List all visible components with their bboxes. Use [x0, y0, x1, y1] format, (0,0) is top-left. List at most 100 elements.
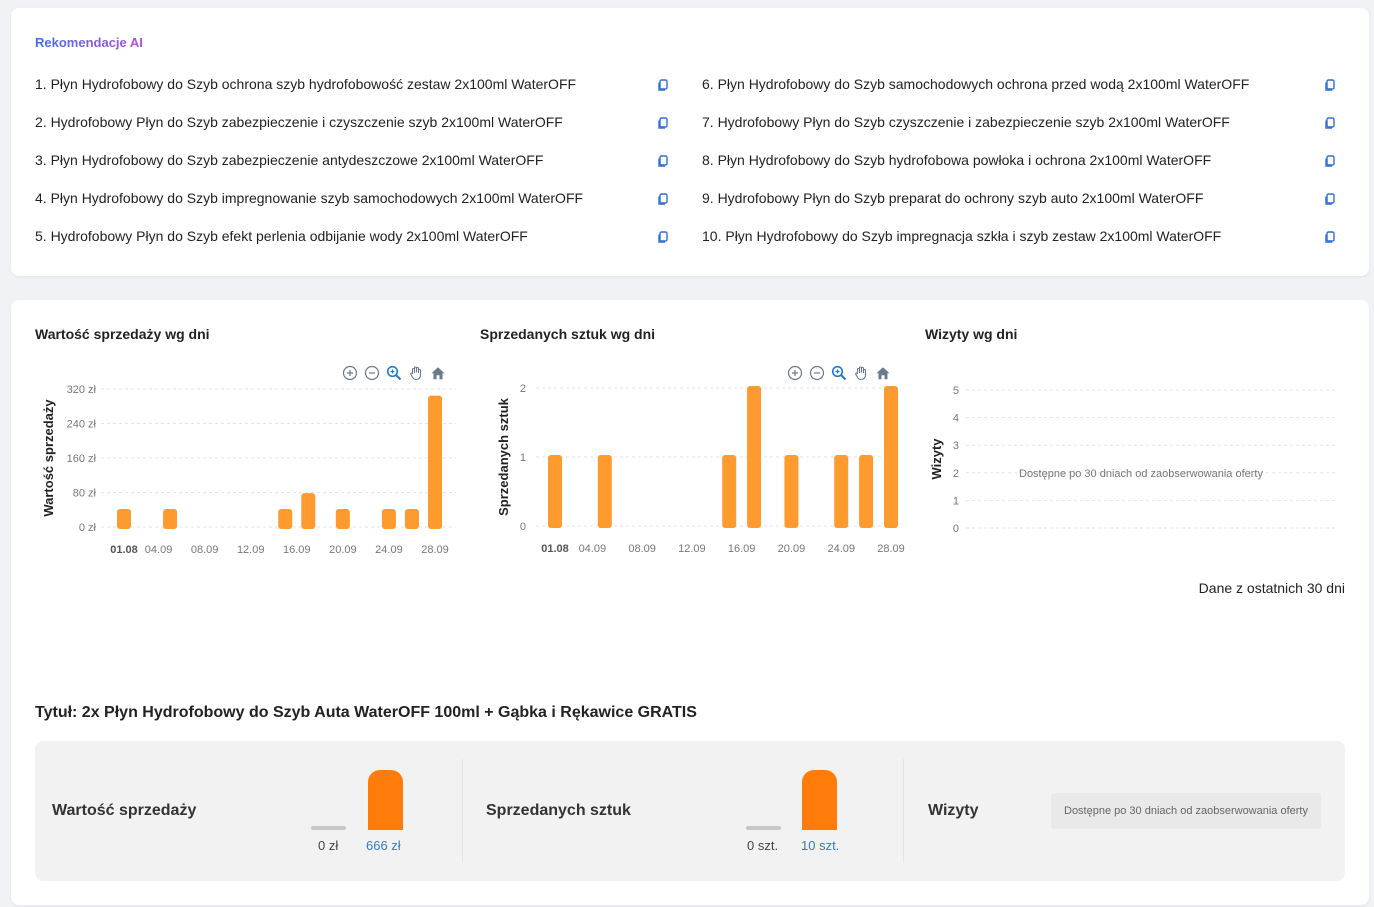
copy-icon[interactable] — [656, 192, 670, 206]
zoom-in-icon[interactable] — [342, 365, 358, 381]
summary-units-label: Sprzedanych sztuk — [486, 802, 631, 819]
x-tick-label: 01.08 — [541, 543, 569, 555]
recommendation-item: 10. Płyn Hydrofobowy do Szyb impregnacja… — [702, 226, 1221, 246]
y-tick-label: 3 — [953, 440, 959, 452]
magnifier-icon[interactable] — [831, 365, 847, 381]
recommendation-text: 3. Płyn Hydrofobowy do Szyb zabezpieczen… — [35, 152, 544, 168]
copy-icon[interactable] — [1323, 192, 1337, 206]
recommendation-text: 1. Płyn Hydrofobowy do Szyb ochrona szyb… — [35, 76, 577, 92]
zoom-out-icon[interactable] — [809, 365, 825, 381]
current-units-value: 10 szt. — [801, 838, 840, 853]
y-tick-label: 1 — [520, 452, 526, 464]
recommendation-text: 2. Hydrofobowy Płyn do Szyb zabezpieczen… — [35, 114, 563, 130]
copy-icon[interactable] — [1323, 154, 1337, 168]
bar — [548, 455, 562, 528]
units-chart-toolbar — [787, 365, 891, 381]
summary-divider — [462, 759, 463, 863]
recommendation-text: 5. Hydrofobowy Płyn do Szyb efekt perlen… — [35, 228, 528, 244]
x-tick-label: 16.09 — [728, 543, 756, 555]
y-tick-label: 240 zł — [67, 419, 97, 431]
y-tick-label: 0 zł — [79, 522, 97, 534]
copy-icon[interactable] — [656, 230, 670, 244]
current-sales-bar — [368, 770, 403, 830]
home-icon[interactable] — [430, 365, 446, 381]
y-tick-label: 2 — [953, 468, 959, 480]
x-tick-label: 24.09 — [375, 544, 403, 556]
statistics-card: Wartość sprzedaży wg dni 0 zł 80 zł 160 zł… — [11, 300, 1369, 905]
current-units-bar — [802, 770, 837, 830]
bar — [381, 509, 396, 529]
visits-chart: 0 1 2 3 4 5 Wizyty Dostępne po 30 dniach od zao… — [929, 385, 1336, 535]
x-tick-label: 12.09 — [237, 544, 265, 556]
summary-sales-label: Wartość sprzedaży — [52, 802, 197, 819]
current-sales-value: 666 zł — [366, 838, 401, 853]
offer-title: Tytuł: 2x Płyn Hydrofobowy do Szyb Auta … — [35, 704, 697, 721]
recommendations-title: Rekomendacje AI — [35, 35, 143, 50]
pan-hand-icon[interactable] — [853, 365, 869, 381]
recommendation-item: 5. Hydrofobowy Płyn do Szyb efekt perlen… — [35, 226, 528, 246]
x-tick-label: 20.09 — [329, 544, 357, 556]
bar — [335, 509, 350, 529]
bar — [117, 509, 131, 529]
recommendations-card: Rekomendacje AI 1. Płyn Hydrofobowy do S… — [11, 8, 1369, 276]
bar — [784, 455, 799, 528]
recommendation-text: 8. Płyn Hydrofobowy do Szyb hydrofobowa … — [702, 152, 1212, 168]
recommendation-item: 4. Płyn Hydrofobowy do Szyb impregnowani… — [35, 188, 583, 208]
bar — [404, 509, 419, 529]
chart-annotation: Dostępne po 30 dniach od zaobserwowania … — [1019, 468, 1263, 480]
copy-icon[interactable] — [656, 154, 670, 168]
x-tick-label: 24.09 — [827, 543, 855, 555]
recommendation-item: 6. Płyn Hydrofobowy do Szyb samochodowyc… — [702, 74, 1249, 94]
summary-visits-label: Wizyty — [928, 802, 979, 819]
y-tick-label: 320 zł — [67, 384, 97, 396]
x-tick-label: 04.09 — [579, 543, 607, 555]
recommendation-text: 9. Hydrofobowy Płyn do Szyb preparat do … — [702, 190, 1204, 206]
previous-sales-value: 0 zł — [318, 838, 339, 853]
copy-icon[interactable] — [656, 116, 670, 130]
x-tick-label: 08.09 — [628, 543, 656, 555]
bar — [834, 455, 849, 528]
recommendation-item: 1. Płyn Hydrofobowy do Szyb ochrona szyb… — [35, 74, 576, 94]
bar — [597, 455, 612, 528]
home-icon[interactable] — [875, 365, 891, 381]
summary-divider — [903, 759, 904, 863]
pan-hand-icon[interactable] — [408, 365, 424, 381]
y-tick-label: 160 zł — [67, 453, 97, 465]
x-tick-label: 28.09 — [421, 544, 449, 556]
magnifier-icon[interactable] — [386, 365, 402, 381]
recommendation-item: 7. Hydrofobowy Płyn do Szyb czyszczenie … — [702, 112, 1230, 132]
bar — [428, 395, 442, 529]
recommendation-item: 3. Płyn Hydrofobowy do Szyb zabezpieczen… — [35, 150, 543, 170]
zoom-in-icon[interactable] — [787, 365, 803, 381]
bar — [859, 455, 874, 528]
copy-icon[interactable] — [656, 78, 670, 92]
x-tick-label: 08.09 — [191, 544, 219, 556]
x-tick-label: 04.09 — [145, 544, 173, 556]
visits-chart-title: Wizyty wg dni — [925, 326, 1018, 342]
bar — [301, 493, 316, 529]
bar — [722, 455, 737, 528]
y-axis-label: Sprzedanych sztuk — [496, 397, 511, 516]
recommendation-text: 7. Hydrofobowy Płyn do Szyb czyszczenie … — [702, 114, 1230, 130]
copy-icon[interactable] — [1323, 116, 1337, 130]
zoom-out-icon[interactable] — [364, 365, 380, 381]
bar — [884, 386, 898, 528]
sales-value-chart: 0 zł 80 zł 160 zł 240 zł 320 zł Wartość sprze… — [41, 384, 456, 556]
x-tick-label: 28.09 — [877, 543, 905, 555]
x-tick-label: 12.09 — [678, 543, 706, 555]
recommendation-text: 4. Płyn Hydrofobowy do Szyb impregnowani… — [35, 190, 584, 206]
previous-sales-bar — [311, 826, 346, 830]
bar — [163, 509, 178, 529]
copy-icon[interactable] — [1323, 230, 1337, 244]
previous-units-bar — [746, 826, 781, 830]
data-range-note: Dane z ostatnich 30 dni — [1198, 580, 1345, 596]
previous-units-value: 0 szt. — [747, 838, 779, 853]
recommendation-item: 8. Płyn Hydrofobowy do Szyb hydrofobowa … — [702, 150, 1211, 170]
x-tick-label: 01.08 — [110, 544, 138, 556]
recommendation-item: 9. Hydrofobowy Płyn do Szyb preparat do … — [702, 188, 1203, 208]
copy-icon[interactable] — [1323, 78, 1337, 92]
y-tick-label: 0 — [953, 523, 959, 535]
sales-chart-title: Wartość sprzedaży wg dni — [35, 326, 210, 342]
x-tick-label: 16.09 — [283, 544, 311, 556]
recommendation-text: 10. Płyn Hydrofobowy do Szyb impregnacja… — [702, 228, 1222, 244]
